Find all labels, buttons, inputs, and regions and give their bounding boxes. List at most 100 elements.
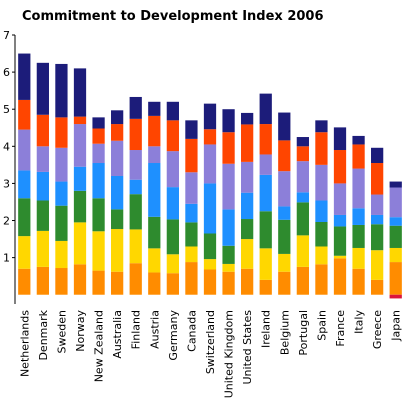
bar-segment-3 xyxy=(185,222,198,247)
bar-segment-6 xyxy=(278,140,291,172)
bar-segment-3 xyxy=(241,219,254,240)
bar-segment-7 xyxy=(185,120,198,139)
y-tick-label: 6 xyxy=(3,66,10,79)
bar-segment-4 xyxy=(18,170,31,199)
bar-segment-6 xyxy=(18,99,31,130)
bar-segment-3 xyxy=(55,205,68,241)
bar-segment-2 xyxy=(18,236,31,269)
bars-layer xyxy=(18,53,402,299)
x-tick-label: Belgium xyxy=(278,310,291,355)
bar-segment-7 xyxy=(333,127,347,151)
bar-segment-1 xyxy=(315,264,328,295)
bar-segment-5 xyxy=(36,146,49,172)
bar-segment-2 xyxy=(129,229,142,264)
bar-segment-1 xyxy=(352,268,365,295)
x-tick-label: Austria xyxy=(148,310,161,349)
bar-segment-6 xyxy=(371,163,384,195)
bar-segment-3 xyxy=(166,219,179,255)
bar-segment-7 xyxy=(352,135,365,145)
bar-segment-6 xyxy=(148,115,161,147)
bar-segment-1 xyxy=(333,258,347,295)
bar-segment-3 xyxy=(92,198,105,232)
x-tick-label: Ireland xyxy=(260,310,273,348)
x-tick-label: Sweden xyxy=(55,310,68,353)
x-tick-label: New Zealand xyxy=(93,310,106,382)
bar-segment-2 xyxy=(166,254,179,274)
y-tick-label: 5 xyxy=(3,103,10,116)
bar-segment-3 xyxy=(73,190,87,223)
bar-segment-4 xyxy=(352,208,365,225)
bar-segment-4 xyxy=(296,192,309,203)
bar-segment-7 xyxy=(148,101,161,116)
bar-segment-6 xyxy=(203,129,217,145)
bar-segment-5 xyxy=(18,129,31,171)
bar-segment-5 xyxy=(55,147,68,182)
bar-segment-1 xyxy=(389,262,402,295)
bar-segment-5 xyxy=(352,168,365,209)
bar-segment-1 xyxy=(241,268,254,295)
bar-segment-3 xyxy=(36,200,49,231)
x-tick-label: Norway xyxy=(74,310,87,352)
x-tick-label: Greece xyxy=(371,310,384,349)
bar-segment-6 xyxy=(241,124,254,162)
bar-segment-6 xyxy=(55,117,68,148)
y-tick-label: 7 xyxy=(3,29,10,42)
bar-segment-5 xyxy=(111,140,124,176)
bar-segment-1 xyxy=(73,264,87,295)
bar-segment-4 xyxy=(315,200,328,222)
bar-segment-1 xyxy=(259,279,272,295)
bar-segment-2 xyxy=(222,263,235,272)
bar-segment-3 xyxy=(389,225,402,248)
bar-segment-4 xyxy=(148,163,161,217)
bar-segment-6 xyxy=(315,132,328,165)
bar-segment-5 xyxy=(203,144,217,184)
bar-segment-2 xyxy=(203,259,217,270)
bar-segment-3 xyxy=(222,245,235,264)
bar-segment-4 xyxy=(259,174,272,212)
bar-segment-6 xyxy=(111,124,124,141)
bar-segment-5 xyxy=(296,161,309,193)
bar-segment-1 xyxy=(203,269,217,295)
bar-segment-2 xyxy=(333,255,347,259)
bar-segment-3 xyxy=(315,222,328,247)
bar-segment-7 xyxy=(55,63,68,118)
bar-segment-5 xyxy=(129,150,142,180)
y-tick-label: 4 xyxy=(3,140,10,153)
bar-segment-5 xyxy=(333,183,347,215)
x-tick-label: Italy xyxy=(353,310,366,334)
bar-segment-1 xyxy=(148,272,161,295)
bar-segment-1 xyxy=(371,279,384,295)
bar-segment-2 xyxy=(73,222,87,265)
bar-segment-2 xyxy=(296,235,309,267)
x-tick-label: Canada xyxy=(185,310,198,352)
bar-segment-4 xyxy=(73,166,87,191)
bar-segment-4 xyxy=(203,183,217,234)
bar-segment-4 xyxy=(111,175,124,210)
bar-segment-5 xyxy=(259,154,272,175)
y-tick-label: 3 xyxy=(3,177,10,190)
bar-segment-3 xyxy=(203,233,217,260)
bar-segment-5 xyxy=(148,146,161,164)
bar-segment-1 xyxy=(185,262,198,295)
bar-segment-7 xyxy=(315,120,328,133)
bar-segment-2 xyxy=(371,250,384,280)
bar-segment-4 xyxy=(166,187,179,220)
bar-segment-3 xyxy=(296,202,309,236)
bar-segment-2 xyxy=(148,248,161,273)
bar-segment-5 xyxy=(389,187,402,218)
bar-segment-7 xyxy=(296,137,309,147)
x-tick-label: France xyxy=(334,310,347,347)
bar-segment-7 xyxy=(36,62,49,115)
bar-segment-4 xyxy=(92,163,105,199)
bar-segment-4 xyxy=(333,214,347,227)
x-tick-label: Netherlands xyxy=(18,310,31,377)
bar-segment-1 xyxy=(55,268,68,295)
bar-segment-1 xyxy=(111,271,124,295)
x-tick-label: Germany xyxy=(167,310,180,361)
y-tick-label: 2 xyxy=(3,215,10,228)
x-category-labels: Netherlands Denmark Sweden Norway New Zealan… xyxy=(18,309,402,398)
bar-segment-3 xyxy=(371,224,384,251)
bar-segment-4 xyxy=(185,203,198,223)
bar-segment-7 xyxy=(92,117,105,129)
